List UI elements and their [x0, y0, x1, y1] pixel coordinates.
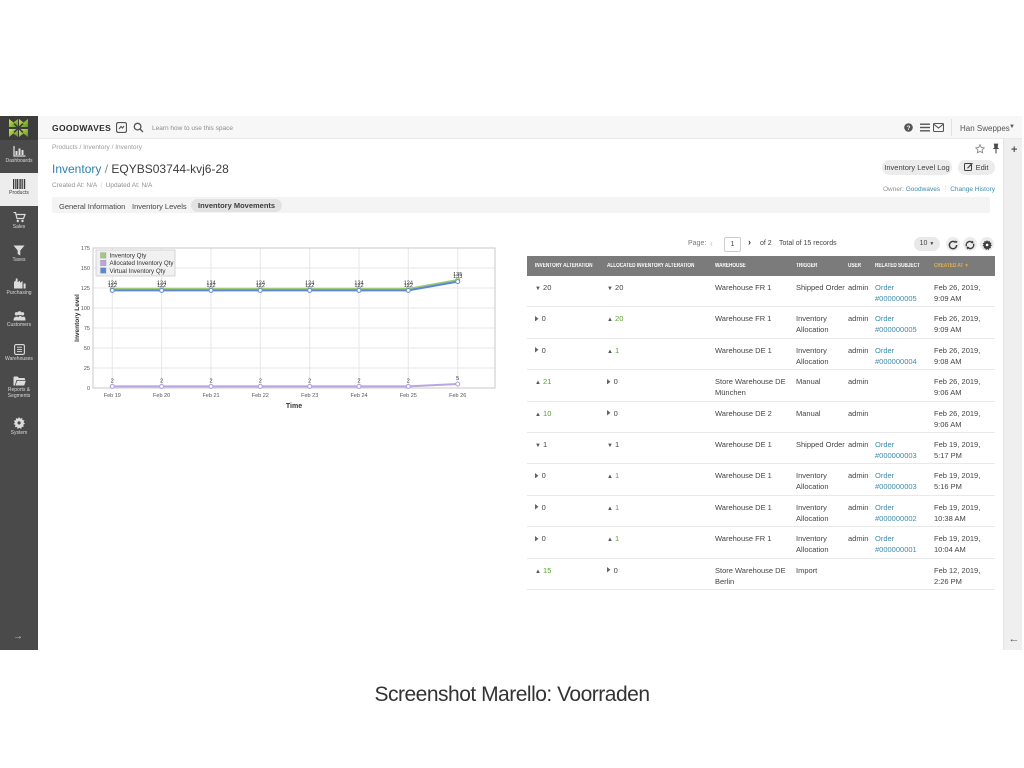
svg-text:2: 2 [357, 378, 360, 384]
svg-text:122: 122 [256, 283, 265, 289]
svg-text:2: 2 [209, 378, 212, 384]
svg-text:122: 122 [354, 283, 363, 289]
svg-text:135: 135 [453, 272, 462, 278]
svg-text:133: 133 [453, 274, 462, 280]
svg-text:125: 125 [81, 286, 90, 292]
svg-text:Feb 19: Feb 19 [104, 393, 121, 399]
svg-text:124: 124 [256, 281, 265, 287]
svg-text:0: 0 [87, 386, 90, 392]
svg-text:Feb 23: Feb 23 [301, 393, 318, 399]
svg-text:124: 124 [108, 281, 117, 287]
svg-text:Time: Time [286, 403, 302, 410]
svg-text:Feb 20: Feb 20 [153, 393, 170, 399]
svg-text:Feb 24: Feb 24 [350, 393, 367, 399]
svg-text:124: 124 [157, 281, 166, 287]
svg-text:100: 100 [81, 306, 90, 312]
svg-text:5: 5 [456, 376, 459, 382]
svg-text:124: 124 [206, 281, 215, 287]
svg-text:2: 2 [407, 378, 410, 384]
svg-text:Feb 26: Feb 26 [449, 393, 466, 399]
svg-text:2: 2 [259, 378, 262, 384]
svg-text:50: 50 [84, 346, 90, 352]
svg-text:2: 2 [111, 378, 114, 384]
svg-text:122: 122 [206, 283, 215, 289]
svg-text:124: 124 [404, 281, 413, 287]
svg-text:Inventory Level: Inventory Level [74, 294, 81, 342]
svg-text:Feb 21: Feb 21 [202, 393, 219, 399]
svg-text:Inventory Qty: Inventory Qty [110, 253, 148, 260]
svg-text:122: 122 [404, 283, 413, 289]
svg-text:25: 25 [84, 366, 90, 372]
svg-text:Feb 22: Feb 22 [252, 393, 269, 399]
svg-text:122: 122 [305, 283, 314, 289]
svg-text:75: 75 [84, 326, 90, 332]
svg-text:Feb 25: Feb 25 [400, 393, 417, 399]
svg-text:122: 122 [108, 283, 117, 289]
svg-text:122: 122 [157, 283, 166, 289]
svg-text:Allocated Inventory Qty: Allocated Inventory Qty [110, 260, 175, 267]
svg-text:?: ? [907, 125, 911, 132]
svg-text:2: 2 [308, 378, 311, 384]
svg-text:124: 124 [354, 281, 363, 287]
svg-text:175: 175 [81, 246, 90, 252]
svg-text:150: 150 [81, 266, 90, 272]
svg-text:124: 124 [305, 281, 314, 287]
svg-text:2: 2 [160, 378, 163, 384]
svg-text:Virtual Inventory Qty: Virtual Inventory Qty [110, 268, 167, 275]
